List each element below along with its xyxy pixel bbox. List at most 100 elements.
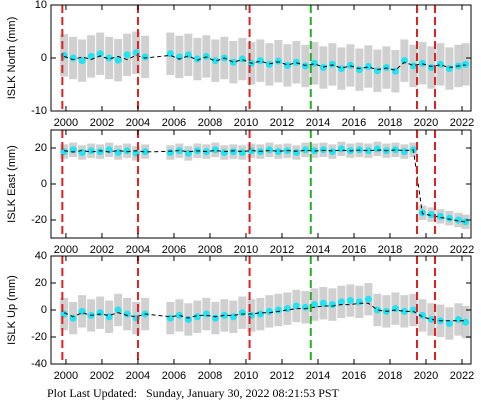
data-point [256, 310, 264, 318]
data-point [427, 64, 435, 72]
data-point [229, 58, 237, 66]
y-axis-label: ISLK Up (mm) [6, 275, 18, 345]
data-point [123, 310, 131, 318]
model-line [64, 149, 466, 223]
data-point [391, 67, 399, 75]
data-point [427, 211, 435, 219]
data-point [123, 51, 131, 59]
data-point [166, 149, 174, 156]
data-point [238, 149, 246, 156]
x-tick-label: 2008 [198, 117, 222, 129]
x-tick-label: 2000 [54, 244, 78, 256]
x-tick-label: 2016 [342, 117, 366, 129]
plot-area [60, 283, 470, 340]
data-point [391, 305, 399, 313]
data-point [238, 309, 246, 317]
data-point [364, 295, 372, 303]
x-tick-label: 2012 [270, 370, 294, 382]
y-tick-label: 0 [41, 304, 47, 316]
data-point [301, 303, 309, 311]
x-tick-label: 2006 [162, 117, 186, 129]
data-point [373, 67, 381, 75]
y-tick-label: -20 [31, 214, 47, 226]
x-tick-label: 2022 [450, 244, 474, 256]
y-axis-label: ISLK North (mm) [6, 17, 18, 100]
y-tick-label: 0 [41, 52, 47, 64]
data-point [211, 57, 219, 65]
model-line [63, 54, 466, 71]
data-point [78, 57, 86, 65]
data-point [355, 66, 363, 74]
data-point [274, 57, 282, 65]
data-point [87, 52, 95, 60]
data-point [292, 149, 300, 156]
data-point [319, 64, 327, 72]
data-point [328, 60, 336, 68]
data-point [141, 53, 149, 61]
data-point [445, 214, 453, 222]
data-point [238, 55, 246, 63]
data-point [114, 149, 122, 156]
data-point [454, 216, 462, 224]
data-point [96, 309, 104, 317]
data-point [418, 59, 426, 67]
data-point [454, 315, 462, 323]
data-point [60, 310, 68, 318]
x-tick-label: 2022 [450, 117, 474, 129]
x-tick-label: 2000 [54, 370, 78, 382]
x-tick-label: 2002 [90, 244, 114, 256]
data-point [184, 315, 192, 323]
x-tick-label: 2020 [414, 117, 438, 129]
data-point [96, 148, 104, 156]
x-tick-label: 2022 [450, 370, 474, 382]
x-tick-label: 2016 [342, 370, 366, 382]
data-point [211, 146, 219, 154]
data-point [400, 307, 408, 315]
data-point [166, 50, 174, 58]
data-point [382, 64, 390, 72]
data-point [301, 146, 309, 154]
data-point [436, 60, 444, 68]
data-point [229, 313, 237, 321]
y-tick-label: 20 [35, 142, 47, 154]
data-point [409, 306, 417, 314]
data-point [462, 60, 470, 68]
x-tick-label: 2010 [234, 370, 258, 382]
data-point [364, 147, 372, 155]
y-tick-label: 40 [35, 250, 47, 262]
data-point [193, 55, 201, 63]
data-point [265, 60, 273, 68]
x-tick-label: 2004 [126, 370, 150, 382]
data-point [274, 306, 282, 314]
data-point [310, 301, 318, 309]
x-tick-label: 2010 [234, 117, 258, 129]
data-point [274, 148, 282, 156]
data-point [364, 62, 372, 70]
data-point [462, 318, 470, 326]
x-tick-label: 2002 [90, 117, 114, 129]
x-tick-label: 2020 [414, 244, 438, 256]
x-tick-label: 2020 [414, 370, 438, 382]
data-point [391, 146, 399, 154]
data-point [310, 59, 318, 67]
data-point [87, 147, 95, 155]
data-point [445, 65, 453, 73]
y-tick-label: 0 [41, 178, 47, 190]
data-point [114, 56, 122, 64]
data-point [409, 62, 417, 70]
x-tick-label: 2006 [162, 244, 186, 256]
data-point [346, 61, 354, 69]
data-point [319, 146, 327, 154]
footer: Plot Last Updated: Sunday, January 30, 2… [47, 386, 340, 400]
x-tick-label: 2014 [306, 244, 330, 256]
data-point [105, 54, 113, 62]
x-tick-label: 2004 [126, 117, 150, 129]
data-point [355, 298, 363, 306]
data-point [436, 212, 444, 220]
data-point [220, 149, 228, 156]
y-tick-label: 20 [35, 277, 47, 289]
data-point [337, 298, 345, 306]
x-tick-label: 2012 [270, 244, 294, 256]
x-tick-label: 2012 [270, 117, 294, 129]
data-point [337, 65, 345, 73]
